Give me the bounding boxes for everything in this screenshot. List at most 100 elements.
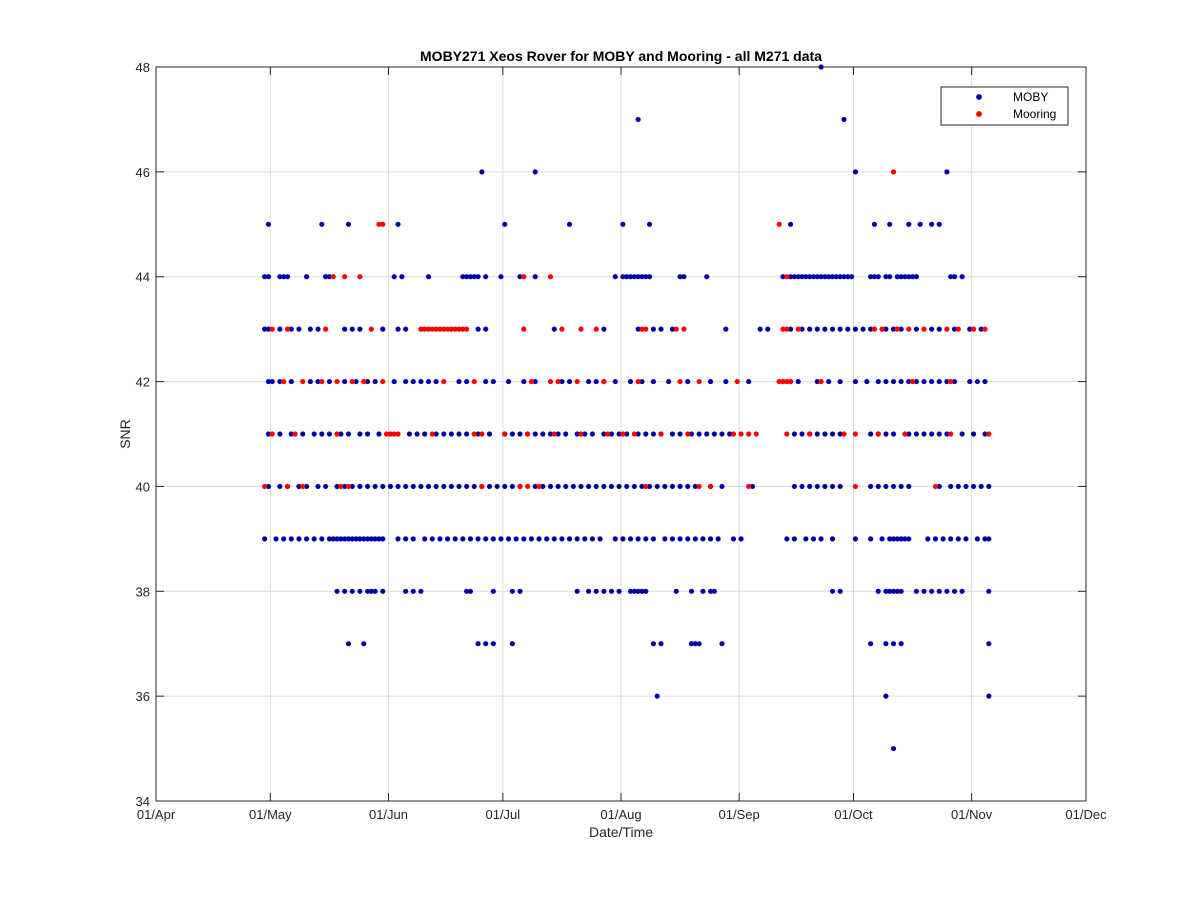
- data-point-moby: [616, 483, 622, 490]
- data-point-moby: [666, 378, 672, 385]
- data-point-moby: [913, 326, 919, 332]
- data-point-moby: [425, 274, 432, 280]
- data-point-moby: [875, 378, 881, 385]
- data-point-moby: [475, 641, 481, 647]
- data-point-moby: [364, 431, 371, 437]
- data-point-moby: [403, 588, 409, 594]
- data-point-moby: [951, 274, 958, 280]
- data-point-moby: [719, 641, 725, 647]
- data-point-moby: [685, 483, 691, 490]
- data-point-moby: [620, 536, 626, 542]
- data-point-moby: [921, 378, 927, 385]
- data-point-moby: [669, 536, 676, 542]
- data-point-moby: [898, 483, 904, 490]
- data-point-mooring: [528, 378, 535, 385]
- data-point-moby: [593, 588, 599, 594]
- data-point-moby: [349, 588, 355, 594]
- data-point-moby: [746, 378, 752, 385]
- data-point-moby: [517, 431, 523, 437]
- data-point-moby: [467, 536, 474, 542]
- x-tick-label: 01/Jul: [485, 807, 520, 822]
- data-point-mooring: [559, 326, 565, 332]
- data-point-mooring: [380, 221, 386, 227]
- data-point-moby: [681, 274, 687, 280]
- data-point-mooring: [547, 378, 554, 385]
- data-point-mooring: [479, 483, 485, 490]
- data-point-moby: [837, 588, 843, 594]
- legend-marker-mooring: [976, 111, 982, 117]
- data-point-moby: [829, 483, 836, 490]
- data-point-moby: [277, 326, 283, 332]
- data-point-mooring: [890, 169, 897, 175]
- data-point-moby: [300, 431, 306, 437]
- data-point-moby: [403, 483, 409, 490]
- data-point-mooring: [921, 326, 927, 332]
- x-tick-label: 01/May: [249, 807, 292, 822]
- data-point-moby: [418, 483, 424, 490]
- data-point-moby: [852, 326, 859, 332]
- data-point-mooring: [894, 326, 900, 332]
- data-points: [262, 64, 992, 752]
- data-point-moby: [784, 536, 790, 542]
- data-point-moby: [601, 483, 607, 490]
- data-point-moby: [585, 483, 592, 490]
- data-point-moby: [929, 378, 935, 385]
- data-point-mooring: [784, 431, 790, 437]
- data-point-mooring: [948, 431, 954, 437]
- data-point-moby: [959, 274, 965, 280]
- data-point-moby: [551, 326, 557, 332]
- data-point-moby: [429, 536, 435, 542]
- data-point-moby: [444, 536, 451, 542]
- data-point-mooring: [319, 378, 325, 385]
- data-point-moby: [456, 378, 462, 385]
- data-point-mooring: [852, 431, 859, 437]
- data-point-moby: [723, 326, 729, 332]
- x-tick-label: 01/Jun: [369, 807, 408, 822]
- data-point-moby: [456, 431, 462, 437]
- data-point-mooring: [807, 431, 813, 437]
- data-point-moby: [944, 588, 950, 594]
- data-point-moby: [399, 274, 405, 280]
- data-point-mooring: [521, 274, 527, 280]
- data-point-moby: [719, 431, 725, 437]
- data-point-moby: [608, 588, 615, 594]
- data-point-moby: [875, 483, 881, 490]
- data-point-moby: [978, 483, 984, 490]
- y-tick-label: 48: [136, 60, 150, 75]
- data-point-moby: [288, 536, 294, 542]
- data-point-mooring: [269, 431, 275, 437]
- data-point-mooring: [734, 378, 740, 385]
- data-point-moby: [883, 641, 889, 647]
- data-point-moby: [883, 431, 889, 437]
- data-point-moby: [654, 693, 660, 699]
- data-point-mooring: [361, 378, 367, 385]
- data-point-moby: [452, 536, 458, 542]
- data-point-moby: [502, 221, 508, 227]
- y-tick-label: 40: [136, 479, 150, 494]
- data-point-moby: [277, 431, 283, 437]
- data-point-moby: [677, 536, 683, 542]
- data-point-moby: [509, 431, 515, 437]
- data-point-moby: [810, 536, 817, 542]
- data-point-moby: [635, 116, 641, 123]
- data-point-moby: [620, 221, 626, 227]
- data-point-mooring: [525, 483, 531, 490]
- data-point-mooring: [605, 431, 611, 437]
- data-point-moby: [879, 536, 885, 542]
- data-point-moby: [948, 536, 954, 542]
- x-tick-label: 01/Dec: [1065, 807, 1107, 822]
- data-point-moby: [342, 378, 348, 385]
- data-point-moby: [807, 326, 813, 332]
- data-point-moby: [315, 326, 321, 332]
- data-point-moby: [467, 588, 474, 594]
- data-point-moby: [475, 536, 481, 542]
- data-point-moby: [875, 274, 881, 280]
- data-point-moby: [906, 483, 912, 490]
- data-point-moby: [677, 483, 683, 490]
- data-point-moby: [437, 536, 443, 542]
- data-point-moby: [643, 588, 649, 594]
- data-point-moby: [696, 641, 702, 647]
- data-point-moby: [269, 378, 275, 385]
- data-point-moby: [433, 378, 439, 385]
- data-point-mooring: [578, 326, 584, 332]
